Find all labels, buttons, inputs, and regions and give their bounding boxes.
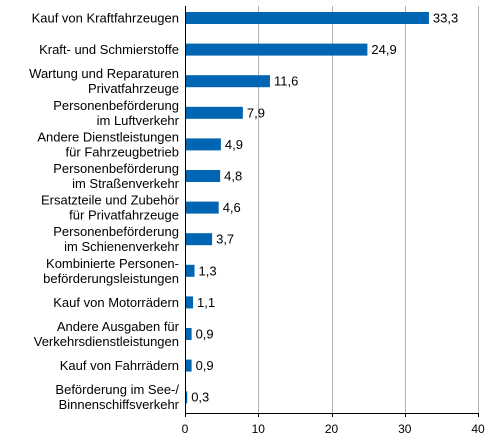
category-label-3: Personenbeförderung im Luftverkehr <box>53 98 179 128</box>
category-label-line: Personenbeförderung <box>53 161 179 176</box>
value-label-10: 0,9 <box>196 327 214 342</box>
x-tick-label-20: 20 <box>325 422 339 436</box>
category-label-8: Kombinierte Personen-beförderungsleistun… <box>43 256 179 286</box>
bar-11 <box>185 359 192 372</box>
category-label-line: im Luftverkehr <box>97 113 180 128</box>
category-label-line: Andere Ausgaben für <box>57 319 180 334</box>
category-label-line: beförderungsleistungen <box>43 271 179 286</box>
category-label-1: Kraft- und Schmierstoffe <box>39 42 179 57</box>
category-label-10: Andere Ausgaben für Verkehrsdienstleistun… <box>34 319 180 349</box>
category-label-7: Personenbeförderung im Schienenverkehr <box>53 224 179 254</box>
bar-5 <box>185 170 221 182</box>
category-label-4: Andere Dienstleistungen für Fahrzeugbetri… <box>37 129 179 159</box>
category-labels: Kauf von Kraftfahrzeugen Kraft- und Schmi… <box>29 11 180 413</box>
category-label-11: Kauf von Fahrrädern <box>60 358 179 373</box>
category-label-line: Andere Dienstleistungen <box>37 129 179 144</box>
category-label-5: Personenbeförderung im Straßenverkehr <box>53 161 179 191</box>
category-label-2: Wartung und Reparaturen Privatfahrzeuge <box>29 66 179 96</box>
category-label-line: Verkehrsdienstleistungen <box>34 334 179 349</box>
value-label-4: 4,9 <box>225 137 243 152</box>
category-label-9: Kauf von Motorrädern <box>53 295 179 310</box>
category-label-line: Kauf von Kraftfahrzeugen <box>32 11 179 26</box>
category-label-line: Kauf von Motorrädern <box>53 295 179 310</box>
value-label-0: 33,3 <box>433 11 458 26</box>
category-label-line: für Fahrzeugbetrieb <box>66 144 179 159</box>
value-label-7: 3,7 <box>216 232 234 247</box>
category-label-line: Wartung und Reparaturen <box>29 66 179 81</box>
x-tick-label-0: 0 <box>182 422 189 436</box>
x-axis: 0 10 20 30 40 <box>182 6 485 436</box>
category-label-line: Kauf von Fahrrädern <box>60 358 179 373</box>
category-label-line: Kombinierte Personen- <box>46 256 179 271</box>
bars <box>185 12 429 404</box>
value-label-2: 11,6 <box>274 74 298 89</box>
category-label-0: Kauf von Kraftfahrzeugen <box>32 11 179 26</box>
value-label-5: 4,8 <box>224 169 242 184</box>
value-label-3: 7,9 <box>247 105 265 120</box>
bar-1 <box>185 43 368 56</box>
bar-12 <box>185 391 188 404</box>
bar-3 <box>185 106 243 119</box>
value-label-9: 1,1 <box>197 295 215 310</box>
value-label-8: 1,3 <box>199 263 217 278</box>
grid-lines <box>258 6 479 413</box>
bar-6 <box>185 201 219 214</box>
bar-2 <box>185 75 270 88</box>
bar-4 <box>185 138 221 151</box>
category-label-line: Beförderung im See-/ <box>55 382 179 397</box>
bar-10 <box>185 328 192 340</box>
x-tick-label-30: 30 <box>398 422 412 436</box>
bar-7 <box>185 233 213 246</box>
category-label-line: im Schienenverkehr <box>64 239 180 254</box>
category-label-12: Beförderung im See-/Binnenschiffsverkehr <box>55 382 179 412</box>
category-label-line: Binnenschiffsverkehr <box>59 397 180 412</box>
category-label-line: Ersatzteile und Zubehör <box>41 193 180 208</box>
category-label-line: Personenbeförderung <box>53 224 179 239</box>
bar-0 <box>185 12 429 24</box>
x-tick-label-10: 10 <box>252 422 266 436</box>
category-label-line: für Privatfahrzeuge <box>69 208 179 223</box>
value-label-1: 24,9 <box>371 42 396 57</box>
category-label-line: Personenbeförderung <box>53 98 179 113</box>
category-label-line: Privatfahrzeuge <box>88 81 179 96</box>
value-label-11: 0,9 <box>196 358 214 373</box>
category-label-line: Kraft- und Schmierstoffe <box>39 42 179 57</box>
x-tick-label-40: 40 <box>471 422 485 436</box>
bar-8 <box>185 264 195 277</box>
bar-9 <box>185 296 194 309</box>
value-labels: 33,3 24,9 11,6 7,9 4,9 4,8 4,6 3,7 1,3 1,1 0,9 0,9 0… <box>191 11 458 405</box>
value-label-12: 0,3 <box>191 390 209 405</box>
category-label-6: Ersatzteile und Zubehör für Privatfahrzeu… <box>41 193 180 223</box>
value-label-6: 4,6 <box>223 200 241 215</box>
category-label-line: im Straßenverkehr <box>72 176 180 191</box>
